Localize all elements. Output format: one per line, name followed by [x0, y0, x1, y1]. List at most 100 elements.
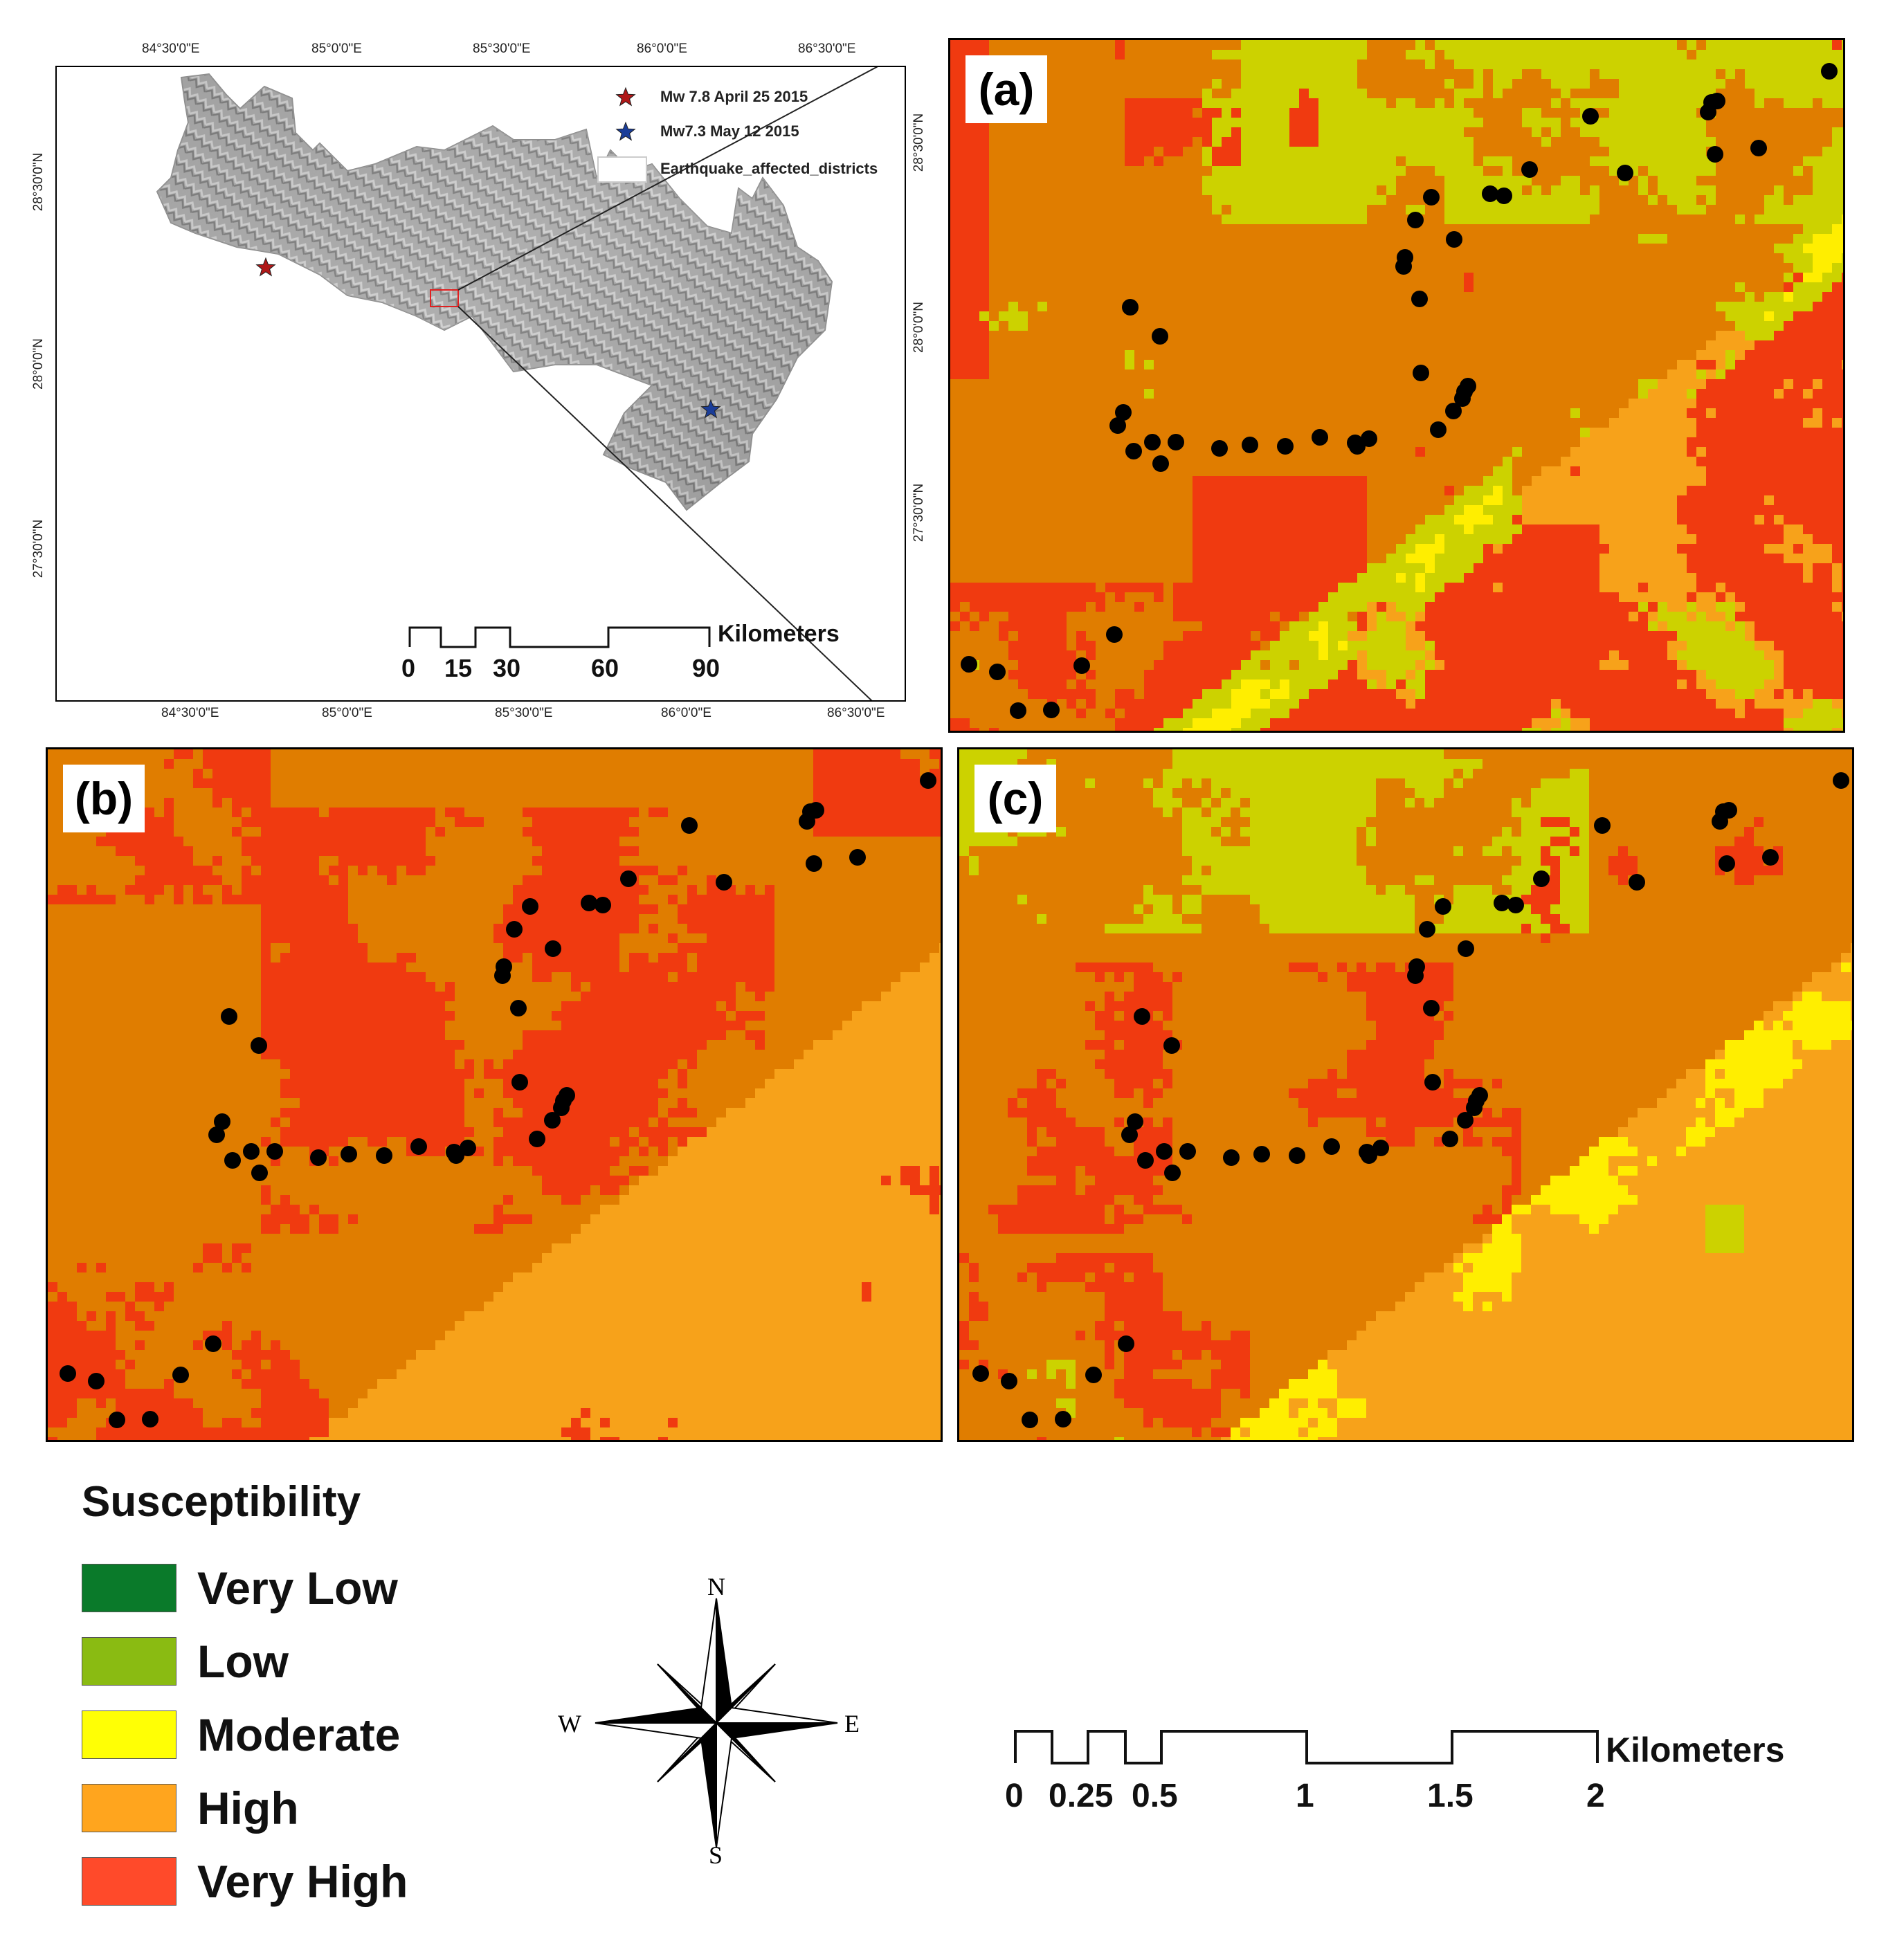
landslide-point	[595, 897, 611, 913]
landslide-point	[1361, 430, 1377, 447]
landslide-point	[849, 849, 866, 866]
top-lon-tick: 86°0'0"E	[637, 42, 687, 57]
landslide-point	[1762, 849, 1779, 866]
top-lon-tick: 84°30'0"E	[142, 42, 199, 57]
landslide-point	[581, 895, 597, 911]
blue-star-icon	[615, 121, 636, 141]
compass-n: N	[707, 1572, 725, 1601]
compass-rose-icon: N S E W	[554, 1573, 886, 1869]
overview-map: Mw 7.8 April 25 2015 Mw7.3 May 12 2015 E…	[55, 66, 906, 702]
landslide-point	[1419, 921, 1435, 938]
scale-tick: 1.5	[1427, 1777, 1474, 1815]
landslide-point	[1466, 1100, 1483, 1116]
landslide-point	[1164, 1165, 1181, 1181]
legend-districts: Earthquake_affected_districts	[660, 160, 878, 178]
legend-label: Moderate	[197, 1708, 400, 1761]
landslide-point	[510, 1000, 527, 1016]
panel-a-raster	[950, 40, 1843, 731]
landslide-point	[142, 1411, 158, 1427]
susceptibility-map-a: (a)	[948, 38, 1845, 733]
legend-label: High	[197, 1782, 299, 1834]
panel-c-label: (c)	[974, 765, 1056, 832]
landslide-point	[496, 958, 512, 975]
landslide-point	[1833, 772, 1849, 789]
landslide-point	[1122, 299, 1139, 316]
panel-a-lat-tick: 28°0'0"N	[912, 286, 927, 369]
landslide-point	[506, 921, 523, 938]
landslide-point	[88, 1373, 105, 1389]
legend-swatch	[82, 1564, 176, 1612]
panel-c-raster	[959, 749, 1852, 1440]
landslide-point	[1156, 1143, 1172, 1160]
legend-aftershock: Mw7.3 May 12 2015	[660, 122, 799, 140]
landslide-point	[1750, 140, 1767, 156]
landslide-point	[1106, 626, 1123, 643]
landslide-point	[1442, 1131, 1458, 1147]
landslide-point	[251, 1165, 268, 1181]
landslide-point	[1010, 702, 1026, 719]
landslide-point	[545, 940, 561, 957]
red-star-icon	[615, 86, 636, 107]
connector-line	[457, 306, 873, 700]
landslide-point	[266, 1143, 283, 1160]
landslide-point	[989, 664, 1006, 680]
legend-item-very-high: Very High	[82, 1855, 408, 1908]
landslide-point	[1043, 702, 1060, 718]
ov-scale-tick: 0	[401, 654, 415, 683]
landslide-point	[214, 1113, 230, 1130]
landslide-point	[1312, 429, 1328, 446]
landslide-point	[1001, 1373, 1017, 1389]
scale-tick: 0.25	[1049, 1777, 1113, 1815]
landslide-point	[1253, 1146, 1270, 1162]
panel-b-label: (b)	[63, 765, 145, 832]
landslide-point	[1359, 1144, 1375, 1160]
compass-e: E	[844, 1709, 860, 1738]
bottom-lon-tick: 86°30'0"E	[827, 706, 885, 721]
panel-a-lat-tick: 27°30'0"N	[912, 471, 927, 554]
legend-label: Low	[197, 1635, 289, 1688]
left-lat-tick: 28°30'0"N	[31, 140, 46, 223]
landslide-point	[1707, 146, 1723, 163]
legend-swatch	[82, 1637, 176, 1686]
legend-label: Very Low	[197, 1562, 398, 1614]
landslide-point	[1482, 185, 1498, 202]
landslide-point	[1423, 1000, 1440, 1016]
landslide-point	[553, 1100, 570, 1116]
landslide-point	[1458, 940, 1474, 957]
red-star-icon	[255, 257, 276, 277]
landslide-point	[1152, 455, 1169, 472]
landslide-point	[1134, 1008, 1150, 1025]
landslide-point	[1411, 291, 1428, 307]
ov-scale-unit: Kilometers	[718, 621, 840, 648]
landslide-point	[1709, 93, 1725, 109]
landslide-point	[1719, 855, 1735, 872]
landslide-point	[376, 1147, 392, 1164]
landslide-point	[1445, 403, 1462, 419]
legend-swatch	[82, 1711, 176, 1759]
landslide-point	[1137, 1152, 1154, 1169]
landslide-point	[961, 656, 977, 673]
landslide-point	[1521, 161, 1538, 178]
landslide-point	[1582, 108, 1599, 125]
top-lon-tick: 85°0'0"E	[311, 42, 362, 57]
landslide-point	[1430, 421, 1447, 438]
landslide-point	[1109, 417, 1126, 434]
legend-label: Very High	[197, 1855, 408, 1908]
landslide-point	[1179, 1143, 1196, 1160]
landslide-point	[1211, 440, 1228, 457]
landslide-point	[208, 1126, 225, 1143]
panel-b-raster	[48, 749, 941, 1440]
panel-a-label: (a)	[965, 55, 1047, 123]
landslide-point	[1629, 874, 1645, 891]
ov-scale-tick: 15	[444, 654, 472, 683]
legend-item-moderate: Moderate	[82, 1708, 400, 1761]
compass-w: W	[558, 1709, 581, 1738]
landslide-point	[1533, 870, 1550, 887]
landslide-point	[341, 1146, 357, 1162]
landslide-point	[1446, 231, 1462, 248]
legend-swatch	[82, 1857, 176, 1906]
susceptibility-map-c: (c)	[957, 747, 1854, 1442]
landslide-point	[1073, 657, 1090, 674]
scale-unit: Kilometers	[1606, 1730, 1784, 1770]
landslide-point	[1289, 1147, 1305, 1164]
